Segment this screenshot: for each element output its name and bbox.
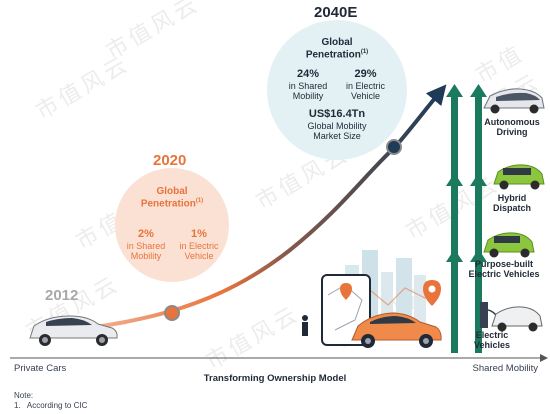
note-item: 1. According to CIC <box>14 401 88 410</box>
market-line2: Market Size <box>313 130 361 141</box>
stat-line1: in Shared <box>126 240 166 251</box>
heading-line2: Penetration <box>140 198 196 210</box>
stage-line1: Autonomous <box>484 117 540 127</box>
milestone-dot-2020 <box>164 305 180 321</box>
year-2012-label: 2012 <box>45 287 79 304</box>
market-value: US$16.4Tn <box>308 108 366 120</box>
stat-line2: Vehicle <box>184 250 214 261</box>
person-icon <box>302 315 308 336</box>
circle-2020 <box>115 168 229 282</box>
year-2020-label: 2020 <box>153 152 187 169</box>
market-line1: Global Mobility <box>307 120 367 131</box>
axis-left-label: Private Cars <box>14 363 67 374</box>
axis-arrow-right <box>540 354 548 362</box>
stat-value: 29% <box>354 68 377 80</box>
stat-2020-ev: 1% in Electric Vehicle <box>173 228 225 261</box>
stat-value: 2% <box>138 228 154 240</box>
axis-right-label: Shared Mobility <box>472 363 538 374</box>
note-title: Note: <box>14 391 34 400</box>
stage-line1: Electric <box>475 330 509 340</box>
stat-2020-shared: 2% in Shared Mobility <box>122 228 170 261</box>
year-2040-label: 2040E <box>314 4 358 21</box>
electric-car-icon <box>491 306 543 332</box>
stage-line2: Driving <box>496 127 528 138</box>
stage-label-electric-vehicles: Electric Vehicles <box>447 330 537 351</box>
stage-arrow-heads <box>446 173 487 262</box>
circle-2040 <box>267 20 407 160</box>
orange-car-icon <box>351 312 442 348</box>
stage-line2: Dispatch <box>492 203 531 214</box>
footnote-marker: (1) <box>195 198 204 204</box>
stage-line1: Hybrid <box>497 193 527 203</box>
stat-value: 24% <box>296 68 320 80</box>
footnote-marker: (1) <box>360 49 369 55</box>
heading-line1: Global <box>321 37 353 48</box>
stat-line1: in Shared <box>288 80 328 91</box>
location-pin-icon <box>423 280 441 306</box>
stat-line1: in Electric <box>345 80 385 91</box>
stat-value: 1% <box>191 228 207 240</box>
market-size-2040: US$16.4Tn Global Mobility Market Size <box>285 108 389 141</box>
stat-line2: Mobility <box>292 90 324 101</box>
stage-arrows <box>446 84 487 353</box>
hybrid-dispatch-car-icon <box>493 164 545 190</box>
milestone-dot-2040 <box>386 139 402 155</box>
stat-line2: Mobility <box>130 250 162 261</box>
stat-line1: in Electric <box>179 240 219 251</box>
stage-label-autonomous-driving: Autonomous Driving <box>467 117 550 138</box>
stage-line1: Purpose-built <box>475 259 533 269</box>
stat-2040-shared: 24% in Shared Mobility <box>283 68 333 101</box>
growth-curve <box>47 84 447 335</box>
stage-line2: Electric Vehicles <box>468 269 540 280</box>
autonomous-car-icon <box>483 88 545 114</box>
penetration-2020-heading: Global Penetration(1) <box>122 186 222 210</box>
stat-line2: Vehicle <box>350 90 381 101</box>
axis-center-label: Transforming Ownership Model <box>203 373 347 384</box>
stage-line2: Vehicles <box>473 340 511 351</box>
private-car-icon <box>29 315 118 346</box>
stage-label-purpose-built-ev: Purpose-built Electric Vehicles <box>459 259 549 280</box>
heading-line2: Penetration <box>305 49 361 61</box>
stat-2040-ev: 29% in Electric Vehicle <box>338 68 393 101</box>
penetration-2040-heading: Global Penetration(1) <box>287 37 387 61</box>
stage-label-hybrid-dispatch: Hybrid Dispatch <box>467 193 550 214</box>
heading-line1: Global <box>156 186 188 197</box>
purpose-built-ev-icon <box>483 232 535 258</box>
